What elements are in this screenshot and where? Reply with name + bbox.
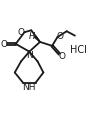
Text: HCl: HCl	[70, 44, 87, 54]
Text: H: H	[29, 32, 35, 41]
Text: N: N	[26, 51, 32, 60]
Polygon shape	[34, 37, 40, 43]
Text: NH: NH	[23, 82, 36, 91]
Text: O: O	[57, 31, 64, 40]
Text: O: O	[59, 51, 66, 60]
Text: O: O	[17, 28, 24, 37]
Text: O: O	[0, 40, 7, 49]
